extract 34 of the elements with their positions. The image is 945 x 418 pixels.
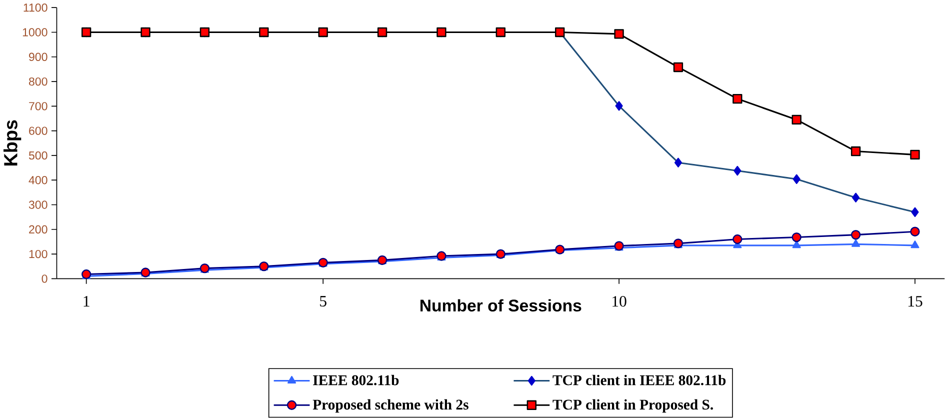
y-tick-label: 900 [29, 52, 48, 62]
point [910, 240, 920, 248]
point [852, 239, 860, 248]
legend-label: TCP client in Proposed S. [552, 399, 713, 413]
y-tick-label: 600 [29, 126, 48, 136]
x-axis-title: Number of Sessions [420, 299, 582, 312]
point [792, 115, 802, 125]
legend-label: TCP client in IEEE 802.11b [552, 374, 726, 386]
point [850, 146, 861, 156]
y-tick-label: 500 [28, 152, 48, 160]
y-tick-label: 300 [28, 200, 48, 209]
y-tick-label: 800 [28, 78, 48, 86]
point [792, 232, 802, 242]
y-tick-label: 100 [29, 250, 48, 258]
x-tick-label: 1 [84, 296, 90, 307]
y-tick-label: 1000 [22, 28, 48, 36]
point [910, 150, 920, 160]
point [732, 234, 742, 244]
y-tick-label: 0 [42, 274, 48, 283]
y-tick-label: 700 [29, 102, 48, 110]
y-tick-label: 400 [28, 176, 48, 184]
x-tick-label: 5 [320, 296, 326, 307]
point [910, 226, 920, 237]
point [673, 62, 684, 72]
y-axis-title: Kbps [4, 120, 22, 166]
point [732, 94, 742, 104]
legend-label: Proposed scheme with 2s [312, 399, 468, 413]
point [850, 230, 861, 240]
legend-label: IEEE 802.11b [313, 374, 399, 386]
x-tick-label: 10 [612, 296, 626, 307]
y-tick-label: 200 [29, 225, 48, 234]
x-tick-label: 15 [908, 296, 922, 307]
y-tick-label: 1100 [24, 4, 48, 12]
point [614, 29, 624, 39]
